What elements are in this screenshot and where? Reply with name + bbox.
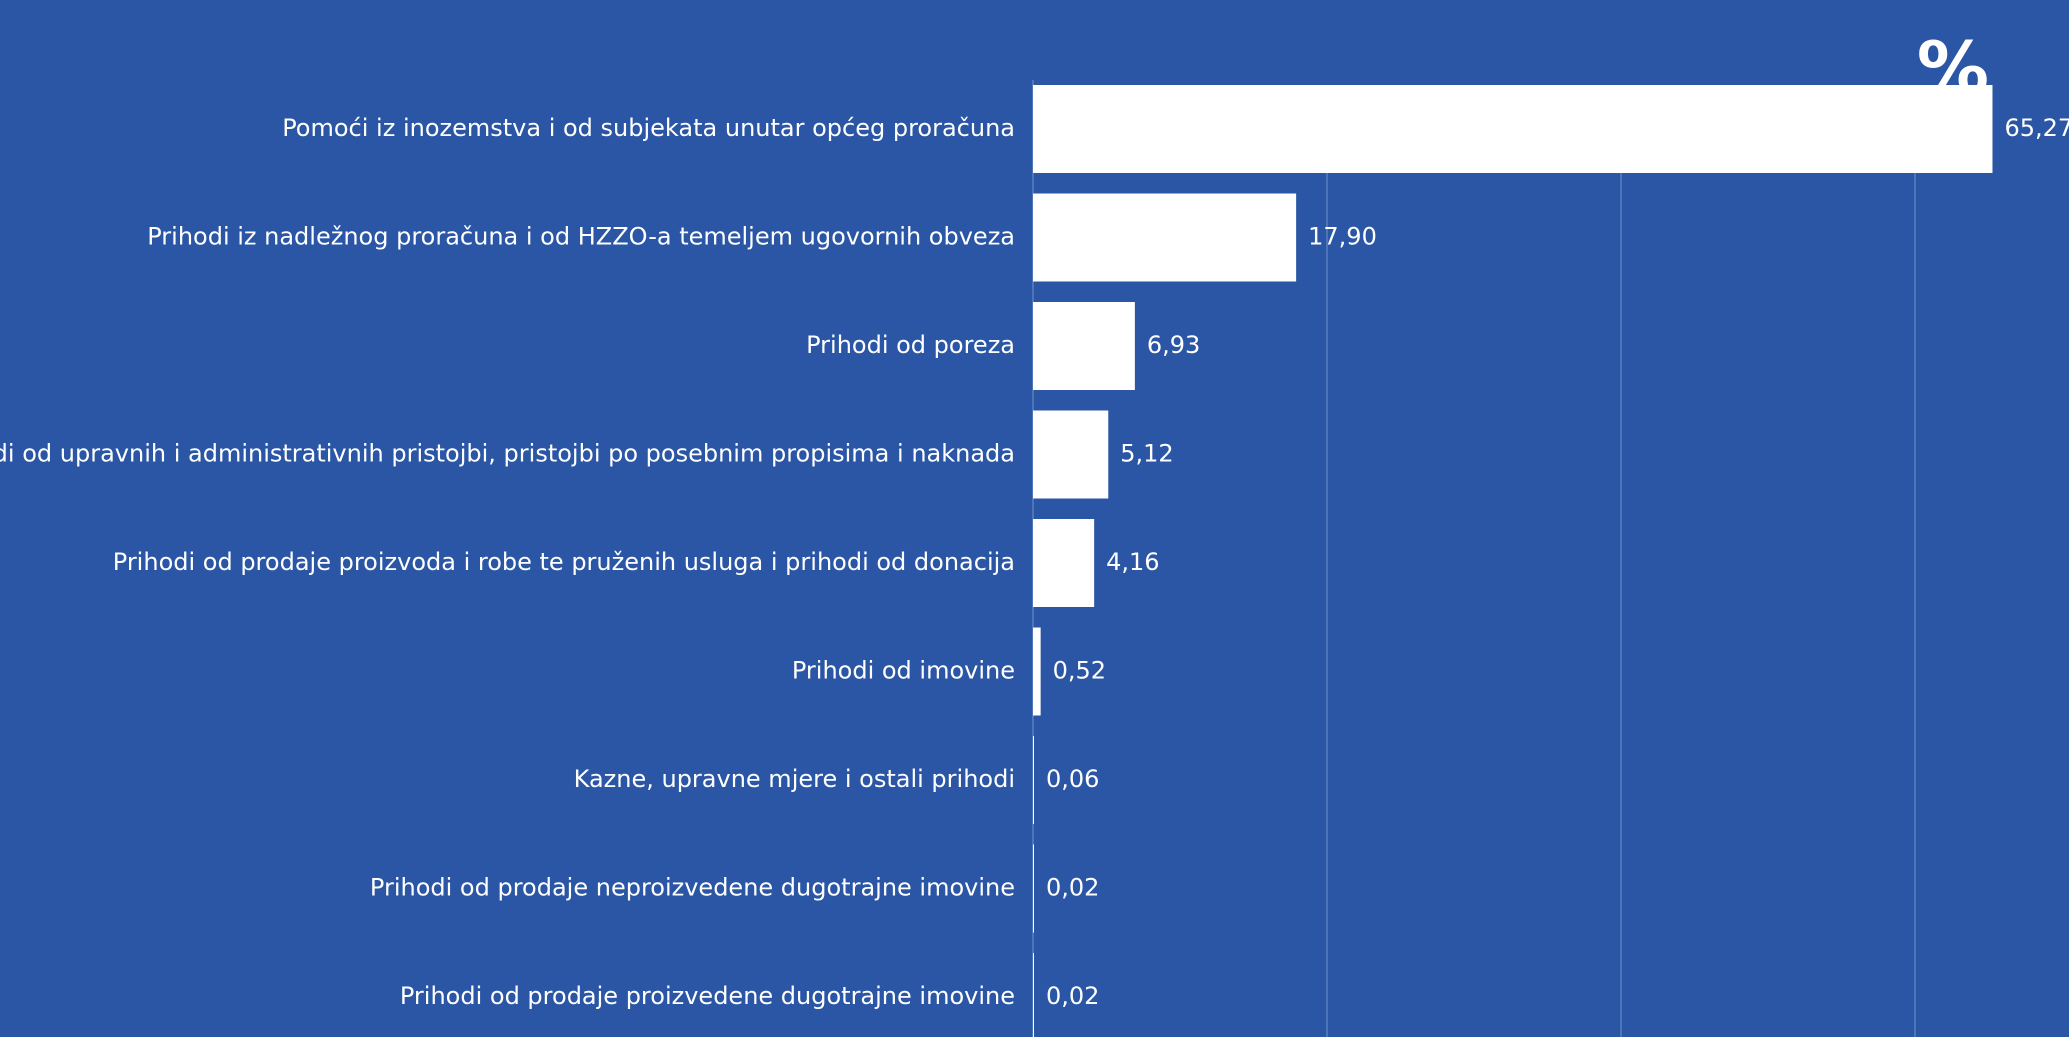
value-label: 6,93 xyxy=(1147,331,1200,359)
category-label: Prihodi od prodaje proizvoda i robe te p… xyxy=(113,548,1015,576)
value-label: 4,16 xyxy=(1106,548,1159,576)
bar xyxy=(1033,736,1034,824)
bar xyxy=(1033,302,1135,390)
category-label: Prihodi od poreza xyxy=(806,331,1015,359)
value-label: 0,02 xyxy=(1046,874,1099,902)
value-label: 17,90 xyxy=(1308,223,1377,251)
value-label: 0,06 xyxy=(1046,765,1099,793)
bar xyxy=(1033,410,1109,499)
bar xyxy=(1033,519,1095,607)
value-label: 0,02 xyxy=(1046,982,1099,1010)
category-label: Prihodi iz nadležnog proračuna i od HZZO… xyxy=(147,223,1015,251)
bar xyxy=(1033,844,1034,933)
value-label: 65,27 xyxy=(2004,114,2069,142)
category-label: Prihodi od upravnih i administrativnih p… xyxy=(0,440,1015,468)
category-label: Prihodi od prodaje neproizvedene dugotra… xyxy=(370,874,1015,902)
bar xyxy=(1033,953,1034,1037)
category-label: Prihodi od prodaje proizvedene dugotrajn… xyxy=(400,982,1015,1010)
bar xyxy=(1033,85,1993,173)
bar xyxy=(1033,627,1041,716)
value-label: 0,52 xyxy=(1053,657,1106,685)
bar xyxy=(1033,193,1297,282)
value-label: 5,12 xyxy=(1120,440,1173,468)
category-label: Pomoći iz inozemstva i od subjekata unut… xyxy=(282,114,1015,142)
category-label: Kazne, upravne mjere i ostali prihodi xyxy=(574,765,1015,793)
category-label: Prihodi od imovine xyxy=(792,657,1015,685)
